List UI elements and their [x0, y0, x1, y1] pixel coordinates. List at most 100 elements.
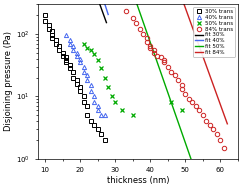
40% trans — [103, 114, 106, 116]
84% trans — [163, 61, 166, 64]
30% trans — [75, 82, 78, 85]
fit 40% — [104, 5, 107, 7]
84% trans — [156, 54, 159, 57]
84% trans — [198, 109, 201, 111]
30% trans — [58, 49, 60, 51]
30% trans — [68, 64, 71, 66]
40% trans — [68, 39, 71, 41]
30% trans — [86, 114, 89, 116]
84% trans — [166, 65, 169, 68]
30% trans — [100, 133, 103, 135]
Line: fit 40%: fit 40% — [100, 0, 108, 15]
fit 30% — [100, 7, 103, 9]
84% trans — [163, 59, 166, 61]
50% trans — [100, 67, 103, 70]
30% trans — [96, 128, 99, 130]
40% trans — [65, 34, 68, 36]
fit 40% — [104, 5, 107, 7]
30% trans — [82, 101, 85, 104]
50% trans — [110, 95, 113, 98]
40% trans — [93, 101, 96, 104]
30% trans — [61, 54, 64, 57]
84% trans — [152, 49, 155, 51]
50% trans — [121, 109, 124, 111]
fit 50% — [191, 162, 194, 164]
50% trans — [180, 109, 183, 111]
84% trans — [219, 139, 222, 141]
84% trans — [177, 79, 180, 81]
50% trans — [93, 53, 96, 55]
Legend: 30% trans, 40% trans, 50% trans, 84% trans, fit 30%, fit 40%, fit 50%, fit 84%: 30% trans, 40% trans, 50% trans, 84% tra… — [193, 7, 235, 57]
40% trans — [96, 109, 99, 111]
30% trans — [47, 24, 50, 26]
fit 30% — [100, 8, 103, 10]
84% trans — [180, 88, 183, 90]
40% trans — [96, 105, 99, 107]
Line: 30% trans: 30% trans — [43, 13, 107, 142]
Line: 84% trans: 84% trans — [123, 9, 226, 150]
84% trans — [145, 37, 148, 40]
84% trans — [142, 33, 145, 35]
30% trans — [86, 105, 89, 107]
84% trans — [138, 28, 141, 30]
fit 40% — [107, 13, 110, 16]
84% trans — [170, 70, 173, 73]
30% trans — [51, 30, 53, 33]
30% trans — [61, 52, 64, 54]
X-axis label: thickness (nm): thickness (nm) — [107, 176, 169, 185]
fit 40% — [102, 0, 105, 2]
fit 84% — [200, 51, 203, 53]
fit 84% — [196, 41, 199, 43]
84% trans — [159, 56, 162, 59]
50% trans — [86, 47, 89, 49]
84% trans — [135, 22, 138, 24]
fit 30% — [105, 22, 108, 24]
30% trans — [54, 43, 57, 45]
fit 84% — [225, 119, 227, 121]
40% trans — [89, 90, 92, 93]
84% trans — [124, 10, 127, 12]
30% trans — [54, 39, 57, 41]
40% trans — [75, 52, 78, 54]
30% trans — [58, 44, 60, 47]
40% trans — [79, 61, 82, 64]
fit 50% — [138, 10, 141, 12]
fit 40% — [103, 3, 106, 5]
30% trans — [68, 67, 71, 70]
30% trans — [72, 70, 75, 73]
84% trans — [173, 74, 176, 76]
fit 50% — [148, 38, 151, 41]
84% trans — [205, 120, 208, 122]
30% trans — [65, 59, 68, 61]
Line: 40% trans: 40% trans — [64, 33, 107, 117]
50% trans — [170, 101, 173, 104]
Y-axis label: Disjoining pressure (Pa): Disjoining pressure (Pa) — [4, 31, 13, 131]
40% trans — [89, 84, 92, 87]
fit 50% — [155, 58, 158, 60]
Line: 50% trans: 50% trans — [81, 41, 184, 117]
40% trans — [72, 44, 75, 47]
fit 40% — [103, 1, 106, 3]
30% trans — [93, 124, 96, 126]
84% trans — [149, 44, 152, 47]
Line: fit 50%: fit 50% — [132, 0, 192, 163]
50% trans — [96, 59, 99, 61]
40% trans — [93, 95, 96, 98]
30% trans — [79, 86, 82, 88]
40% trans — [86, 74, 89, 76]
84% trans — [201, 114, 204, 116]
40% trans — [82, 65, 85, 68]
30% trans — [82, 95, 85, 98]
30% trans — [47, 28, 50, 30]
40% trans — [79, 58, 82, 60]
50% trans — [131, 114, 134, 116]
fit 30% — [104, 18, 107, 21]
84% trans — [180, 84, 183, 87]
fit 84% — [194, 35, 197, 37]
40% trans — [72, 49, 75, 51]
84% trans — [187, 98, 190, 100]
40% trans — [75, 54, 78, 57]
84% trans — [149, 47, 152, 49]
84% trans — [131, 17, 134, 19]
30% trans — [51, 34, 53, 36]
